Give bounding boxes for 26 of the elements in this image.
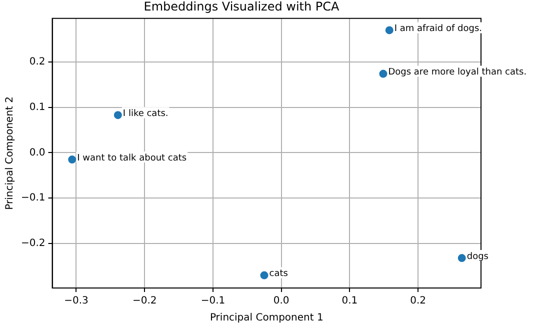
point xyxy=(379,70,388,78)
x-tick-label: −0.2 xyxy=(132,296,157,307)
annotation: Dogs are more loyal than cats. xyxy=(388,68,527,78)
y-tick-label: 0.1 xyxy=(29,102,46,113)
annotation: dogs xyxy=(466,252,489,262)
y-tick-label: 0.0 xyxy=(29,147,46,158)
annotation: I am afraid of dogs. xyxy=(394,24,482,34)
y-tick-label: 0.2 xyxy=(29,56,46,68)
y-tick-label: −0.1 xyxy=(20,192,46,204)
y-axis-title: Principal Component 2 xyxy=(4,96,16,210)
x-tick-label: 0.1 xyxy=(342,296,358,307)
x-tick-label: −0.1 xyxy=(200,296,226,307)
point xyxy=(458,254,466,262)
point xyxy=(385,26,394,34)
annotation: I like cats. xyxy=(122,108,168,119)
annotation: cats xyxy=(269,269,288,280)
chart-title: Embeddings Visualized with PCA xyxy=(144,0,340,14)
annotation: I want to talk about cats xyxy=(77,153,187,164)
x-tick-label: −0.3 xyxy=(64,296,88,307)
x-tick-label: 0.2 xyxy=(410,296,426,307)
point xyxy=(114,111,122,120)
y-tick-label: −0.2 xyxy=(20,238,46,250)
point xyxy=(68,156,76,164)
x-axis-title: Principal Component 1 xyxy=(210,312,324,324)
x-tick-label: 0.0 xyxy=(273,296,290,307)
point xyxy=(260,271,268,280)
